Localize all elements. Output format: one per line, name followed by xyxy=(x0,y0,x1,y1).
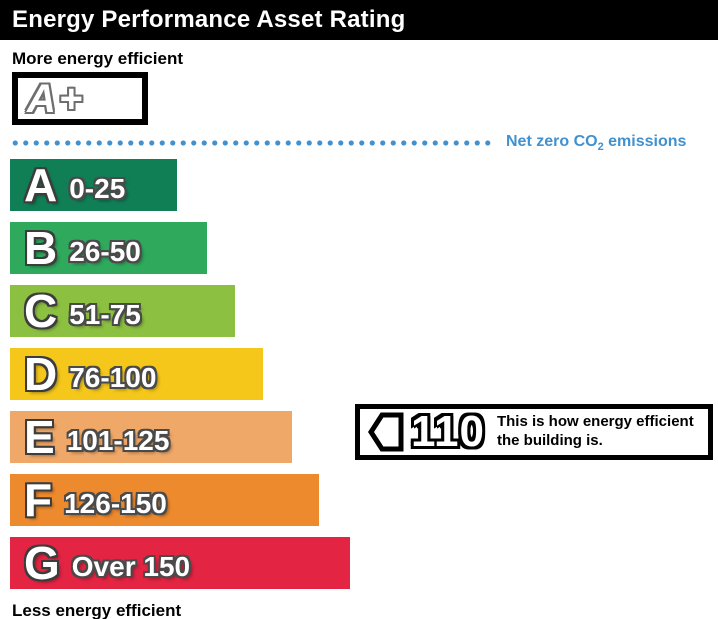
band-letter: D xyxy=(24,348,58,400)
current-rating-value: 110 xyxy=(411,407,485,456)
band-letter: C xyxy=(24,285,58,337)
band-range: 101-125 xyxy=(66,425,170,456)
band-range: Over 150 xyxy=(71,551,191,582)
net-zero-subscript: 2 xyxy=(597,141,604,154)
less-efficient-label: Less energy efficient xyxy=(12,601,182,619)
band-letter: A xyxy=(24,159,58,211)
current-rating-caption: This is how energy efficient the buildin… xyxy=(497,413,694,451)
band-range: 26-50 xyxy=(69,236,141,267)
band-letter: G xyxy=(24,537,60,589)
page-title: Energy Performance Asset Rating xyxy=(12,6,406,33)
band-row-a: A 0-25 xyxy=(10,159,177,211)
band-row-g: G Over 150 xyxy=(10,537,350,589)
band-row-d: D 76-100 xyxy=(10,348,263,400)
band-letter: B xyxy=(24,222,58,274)
net-zero-text-suffix: emissions xyxy=(603,132,687,150)
band-range: 51-75 xyxy=(69,299,141,330)
band-letter: E xyxy=(24,411,55,463)
band-range: 76-100 xyxy=(69,362,157,393)
band-row-e: E 101-125 xyxy=(10,411,292,463)
rating-scale: A 0-25 B 26-50 C 51-75 D 76-100 E 101-12… xyxy=(0,159,718,589)
more-efficient-label: More energy efficient xyxy=(12,49,183,68)
current-rating-indicator: 110 This is how energy efficient the bui… xyxy=(355,404,713,460)
band-range: 0-25 xyxy=(69,173,126,204)
band-row-f: F 126-150 xyxy=(10,474,319,526)
net-zero-label: Net zero CO2 emissions xyxy=(506,133,686,153)
band-range: 126-150 xyxy=(64,488,167,519)
net-zero-text-prefix: Net zero CO xyxy=(506,132,598,150)
left-arrow-icon xyxy=(368,412,404,452)
aplus-band-label: A+ xyxy=(27,76,86,121)
net-zero-row: Net zero CO2 emissions xyxy=(10,133,718,153)
caption-line-1: This is how energy efficient xyxy=(496,413,694,431)
caption-line-2: the building is. xyxy=(496,432,603,449)
net-zero-dotted-line xyxy=(10,138,492,148)
band-letter: F xyxy=(24,474,53,526)
title-bar: Energy Performance Asset Rating xyxy=(0,0,718,40)
band-row-b: B 26-50 xyxy=(10,222,207,274)
band-row-c: C 51-75 xyxy=(10,285,235,337)
aplus-band-box: A+ xyxy=(12,72,148,125)
